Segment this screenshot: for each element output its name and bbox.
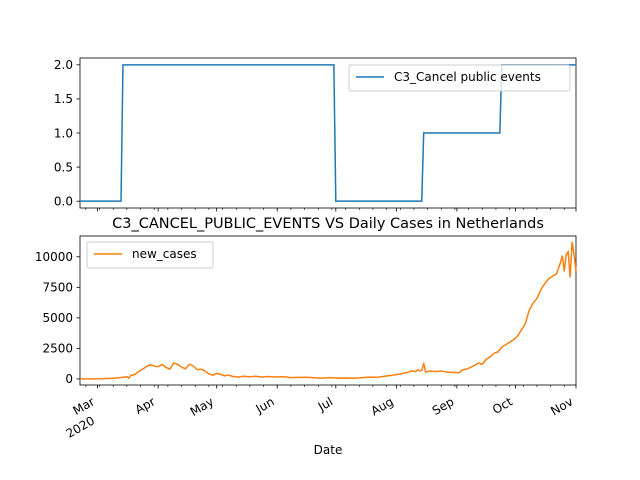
x-tick-label: Mar <box>70 394 97 417</box>
y-tick-label: 5000 <box>42 311 73 325</box>
y-tick-label: 7500 <box>42 281 73 295</box>
y-tick-label: 2.0 <box>54 58 73 72</box>
bottom-subplot: C3_CANCEL_PUBLIC_EVENTS VS Daily Cases i… <box>35 216 577 457</box>
chart-title: C3_CANCEL_PUBLIC_EVENTS VS Daily Cases i… <box>112 216 544 232</box>
x-tick-label: Aug <box>369 394 396 418</box>
bottom-y-axis: 0 2500 5000 7500 10000 <box>35 250 80 386</box>
y-tick-label: 2500 <box>42 342 73 356</box>
legend-box <box>86 241 214 269</box>
x-tick-year-label: 2020 <box>64 413 97 440</box>
series-line-new-cases <box>79 241 577 380</box>
x-tick-label: Sep <box>430 394 457 417</box>
y-tick-label: 0.0 <box>54 194 73 208</box>
bottom-legend: new_cases <box>86 241 214 269</box>
x-tick-label: Nov <box>548 394 575 418</box>
top-subplot: 0.0 0.5 1.0 1.5 2.0 C3_Cancel public events <box>54 57 577 212</box>
x-tick-label: Oct <box>490 394 515 417</box>
series-line-c3-cancel-public-events <box>80 64 576 202</box>
y-tick-label: 10000 <box>35 250 73 264</box>
legend-label-new-cases: new_cases <box>132 247 197 261</box>
x-tick-label: Apr <box>133 394 158 417</box>
y-tick-label: 1.0 <box>54 126 73 140</box>
y-tick-label: 1.5 <box>54 92 73 106</box>
legend-box <box>348 64 571 92</box>
x-tick-label: Jul <box>315 394 335 414</box>
y-tick-label: 0.5 <box>54 160 73 174</box>
top-x-axis <box>85 208 577 212</box>
legend-label-c3-cancel-public-events: C3_Cancel public events <box>394 70 541 84</box>
top-legend: C3_Cancel public events <box>348 64 571 92</box>
y-tick-label: 0 <box>65 372 73 386</box>
bottom-axes-frame <box>79 235 577 386</box>
x-tick-label: May <box>188 394 216 419</box>
top-y-axis: 0.0 0.5 1.0 1.5 2.0 <box>54 58 80 208</box>
x-axis-label: Date <box>314 443 343 457</box>
x-tick-label: Jun <box>253 394 277 416</box>
